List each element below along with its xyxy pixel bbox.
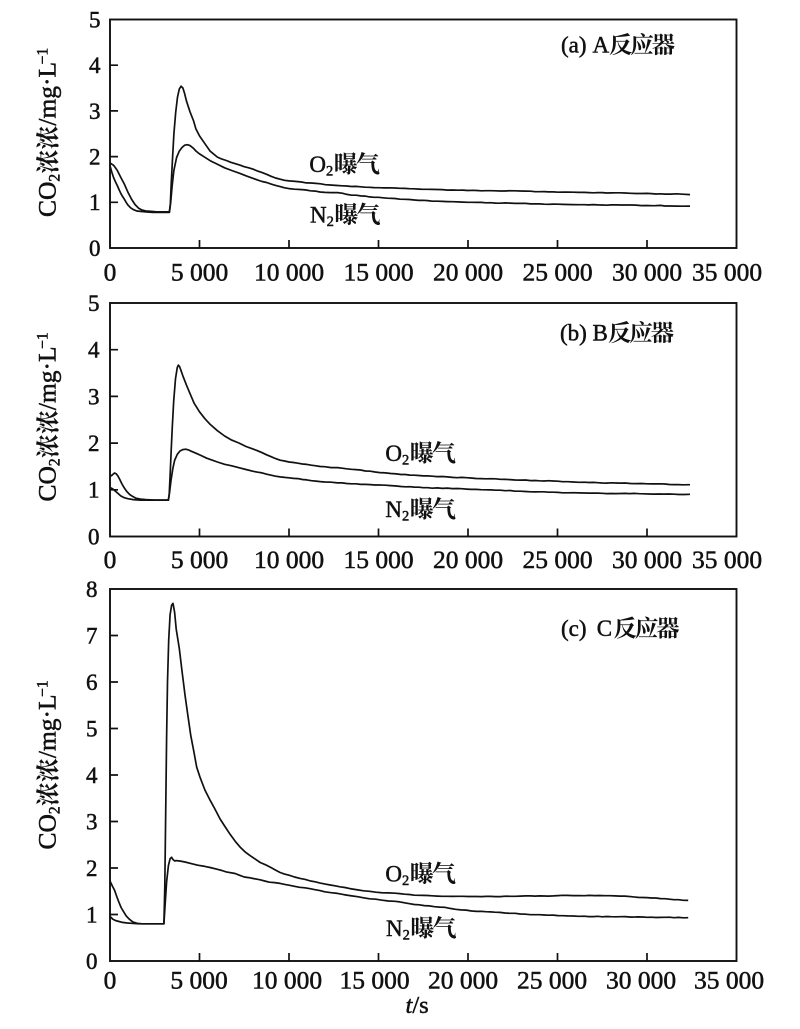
svg-text:1: 1 — [89, 190, 101, 215]
svg-text:N: N — [386, 916, 403, 941]
svg-text:B: B — [593, 321, 608, 346]
svg-text:20 000: 20 000 — [433, 545, 503, 574]
svg-text:/mg·L: /mg·L — [33, 346, 62, 410]
svg-text:15 000: 15 000 — [343, 545, 413, 574]
svg-text:N: N — [385, 497, 402, 522]
svg-text:0: 0 — [104, 258, 117, 287]
svg-text:5 000: 5 000 — [171, 545, 228, 574]
svg-text:20 000: 20 000 — [428, 966, 498, 995]
svg-text:0: 0 — [104, 545, 117, 574]
svg-text:2: 2 — [402, 453, 409, 469]
svg-text:5: 5 — [89, 7, 101, 32]
svg-text:15 000: 15 000 — [343, 258, 413, 287]
svg-text:5: 5 — [86, 716, 98, 741]
svg-text:−1: −1 — [35, 332, 52, 349]
svg-text:4: 4 — [89, 53, 101, 78]
svg-text:35 000: 35 000 — [692, 545, 762, 574]
svg-text:2: 2 — [402, 873, 409, 889]
svg-text:−1: −1 — [35, 680, 52, 697]
svg-text:2: 2 — [402, 509, 409, 525]
svg-text:2: 2 — [327, 214, 334, 230]
svg-text:10 000: 10 000 — [254, 258, 324, 287]
svg-text:0: 0 — [104, 966, 117, 995]
svg-text:(a): (a) — [561, 33, 587, 58]
svg-text:CO: CO — [33, 466, 62, 501]
svg-text:CO: CO — [33, 182, 62, 217]
svg-text:0: 0 — [86, 949, 98, 974]
svg-text:5 000: 5 000 — [171, 258, 228, 287]
svg-text:4: 4 — [88, 338, 100, 363]
svg-text:O: O — [385, 862, 402, 887]
svg-text:30 000: 30 000 — [612, 258, 682, 287]
svg-text:4: 4 — [86, 763, 98, 788]
svg-text:10 000: 10 000 — [252, 966, 322, 995]
svg-text:5 000: 5 000 — [170, 966, 227, 995]
svg-text:C: C — [597, 616, 612, 641]
svg-text:30 000: 30 000 — [612, 545, 682, 574]
svg-text:2: 2 — [46, 806, 63, 814]
svg-text:7: 7 — [86, 623, 98, 648]
svg-text:2: 2 — [89, 145, 101, 170]
svg-text:35 000: 35 000 — [692, 258, 762, 287]
svg-text:15 000: 15 000 — [339, 966, 409, 995]
svg-text:O: O — [385, 441, 402, 466]
svg-text:2: 2 — [46, 458, 63, 466]
svg-text:25 000: 25 000 — [522, 258, 592, 287]
svg-text:25 000: 25 000 — [517, 966, 587, 995]
svg-text:(b): (b) — [560, 321, 587, 346]
svg-text:(c): (c) — [561, 616, 587, 641]
svg-text:/mg·L: /mg·L — [33, 694, 62, 758]
svg-text:2: 2 — [326, 164, 333, 180]
svg-text:3: 3 — [88, 384, 100, 409]
svg-text:0: 0 — [89, 236, 101, 261]
svg-text:A: A — [593, 33, 610, 58]
svg-text:CO: CO — [33, 814, 62, 849]
svg-text:10 000: 10 000 — [254, 545, 324, 574]
svg-text:3: 3 — [89, 99, 101, 124]
svg-text:8: 8 — [86, 577, 98, 602]
svg-text:35 000: 35 000 — [694, 966, 764, 995]
svg-text:2: 2 — [88, 431, 100, 456]
svg-text:6: 6 — [86, 670, 98, 695]
svg-text:25 000: 25 000 — [522, 545, 592, 574]
svg-text:20 000: 20 000 — [433, 258, 503, 287]
svg-text:−1: −1 — [35, 48, 52, 65]
svg-text:t/s: t/s — [406, 992, 429, 1019]
svg-text:N: N — [310, 203, 327, 228]
svg-text:2: 2 — [86, 856, 98, 881]
svg-text:0: 0 — [88, 524, 100, 549]
svg-text:3: 3 — [86, 809, 98, 834]
svg-text:O: O — [309, 152, 326, 177]
svg-text:2: 2 — [46, 174, 63, 182]
svg-text:/mg·L: /mg·L — [33, 62, 62, 126]
svg-text:30 000: 30 000 — [606, 966, 676, 995]
svg-text:1: 1 — [86, 902, 98, 927]
svg-text:1: 1 — [88, 478, 100, 503]
svg-text:2: 2 — [403, 928, 410, 944]
svg-text:5: 5 — [88, 291, 100, 316]
